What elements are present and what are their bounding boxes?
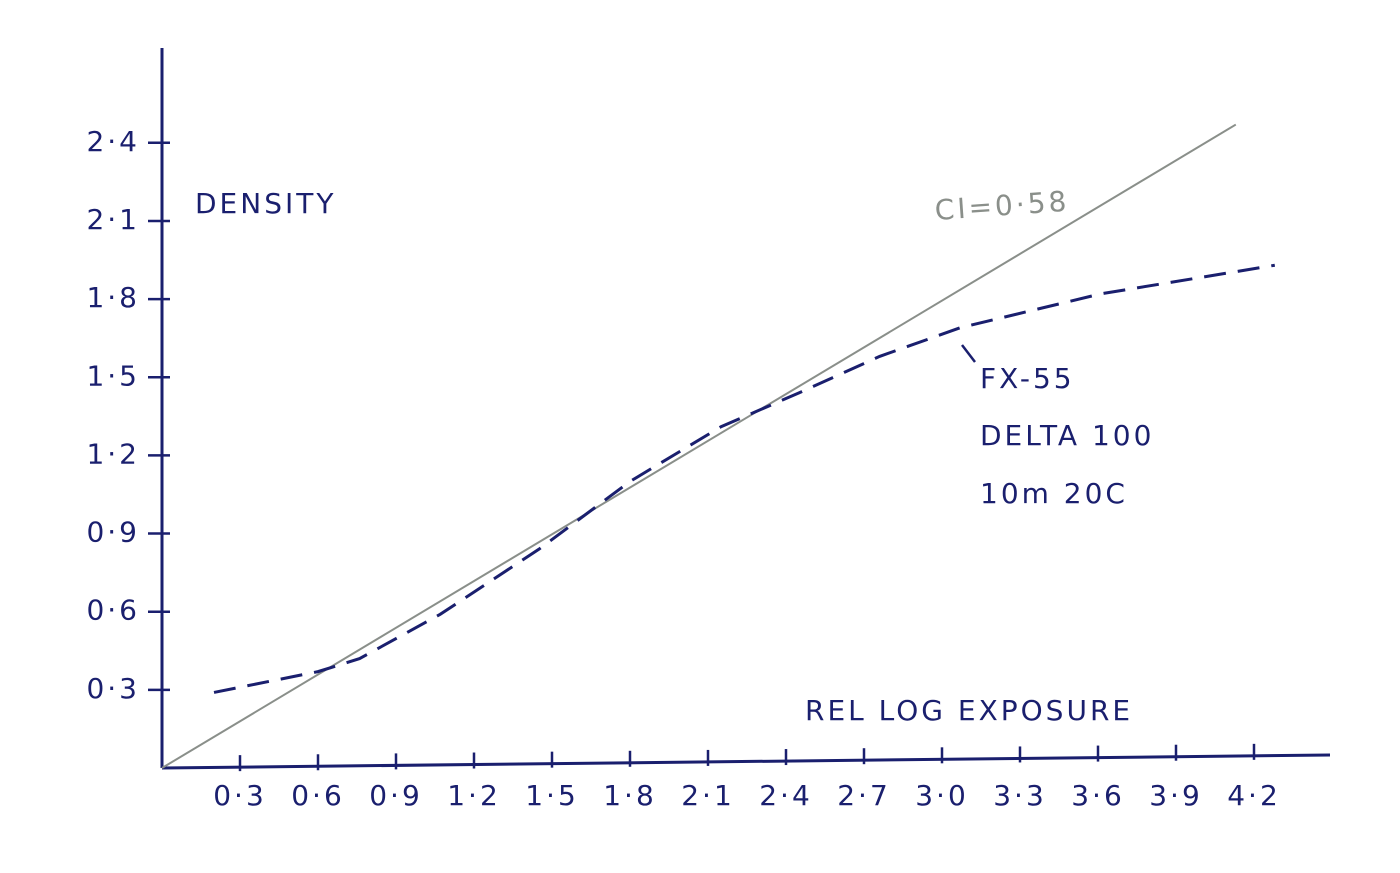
y-axis-label: DENSITY: [195, 187, 336, 220]
annotation: 10m 20C: [980, 477, 1128, 510]
annotation: DELTA 100: [980, 419, 1154, 452]
x-tick-label: 3·6: [1071, 779, 1125, 812]
y-tick-label: 2·1: [86, 203, 140, 236]
line-series: [213, 263, 1276, 694]
x-tick-label: 2·4: [759, 779, 813, 812]
y-tick-label: 0·3: [86, 672, 140, 705]
annotation: CI=0·58: [934, 185, 1071, 227]
x-axis: [161, 753, 1331, 770]
y-tick-label: 1·5: [86, 359, 140, 392]
x-tick-label: 3·0: [915, 779, 969, 812]
x-tick-label: 2·1: [681, 779, 735, 812]
y-tick-label: 1·2: [86, 437, 140, 470]
x-tick-label: 0·6: [291, 779, 345, 812]
x-tick-label: 3·9: [1149, 779, 1203, 812]
x-tick-label: 0·9: [369, 779, 423, 812]
y-tick-label: 0·9: [86, 516, 140, 549]
line-series: [161, 123, 1237, 769]
x-axis-label: REL LOG EXPOSURE: [805, 694, 1133, 727]
x-tick-label: 1·2: [447, 779, 501, 812]
x-tick-label: 0·3: [213, 779, 267, 812]
x-tick-label: 4·2: [1227, 779, 1281, 812]
leader-line: [961, 344, 976, 363]
x-tick-label: 1·8: [603, 779, 657, 812]
x-tick-label: 2·7: [837, 779, 891, 812]
y-tick-label: 2·4: [86, 125, 140, 158]
x-tick-label: 1·5: [525, 779, 579, 812]
annotation: FX-55: [980, 362, 1075, 395]
y-tick-label: 0·6: [86, 594, 140, 627]
x-tick-label: 3·3: [993, 779, 1047, 812]
y-tick-label: 1·8: [86, 281, 140, 314]
